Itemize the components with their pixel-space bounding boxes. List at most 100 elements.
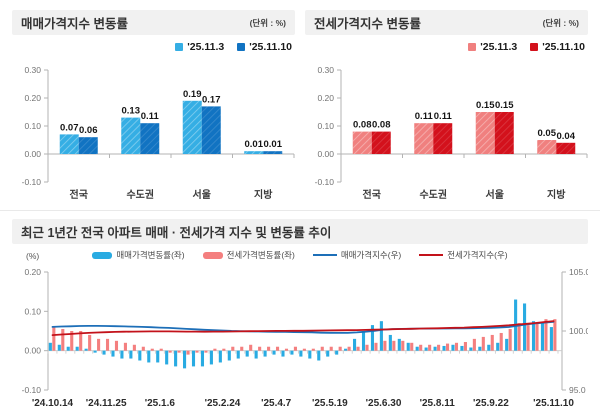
legend-label: 전세가격지수(우) (447, 250, 508, 260)
x-tick-label: '25.1.6 (145, 398, 176, 409)
bar-hatch (371, 131, 391, 154)
bar (141, 346, 145, 351)
bar (290, 350, 294, 355)
bar-value-label: 0.11 (415, 111, 434, 122)
bar (147, 350, 151, 363)
trend-chart-title: 최근 1년간 전국 아파트 매매 · 전세가격 지수 및 변동률 추이 (21, 226, 332, 240)
x-tick-label: '25.5.19 (312, 398, 348, 409)
bar (84, 348, 88, 351)
bar (231, 346, 235, 351)
bar-value-label: 0.01 (245, 139, 264, 150)
bar-value-label: 0.11 (434, 111, 453, 122)
bar-value-label: 0.15 (476, 100, 495, 111)
legend-label: 전세가격변동률(좌) (226, 250, 295, 260)
bar (415, 346, 419, 351)
bar (120, 350, 124, 359)
bar (174, 350, 178, 367)
bar (531, 321, 536, 351)
bar-legend-swatch-icon (237, 43, 246, 51)
legend-label: '25.11.3 (187, 41, 225, 53)
y-tick-label: 0.00 (317, 149, 334, 159)
y-tick-label: -0.10 (315, 177, 335, 187)
bar (388, 334, 392, 351)
bar-hatch (414, 123, 434, 154)
bar-value-label: 0.15 (495, 100, 514, 111)
bar (540, 323, 545, 351)
left-tick-label: -0.10 (22, 385, 42, 395)
bar (75, 346, 79, 351)
bar (469, 347, 473, 351)
bar (258, 346, 262, 351)
bar-hatch (78, 137, 98, 154)
bar (353, 338, 357, 351)
bar-hatch (201, 106, 221, 154)
bar-value-label: 0.08 (353, 120, 372, 131)
bar-hatch (494, 112, 514, 154)
left-tick-label: 0.00 (24, 346, 41, 356)
legend-item: 전세가격지수(우) (419, 249, 508, 261)
legend-item: '25.11.10 (530, 41, 585, 53)
x-axis (47, 350, 562, 354)
bar-hatch (59, 134, 79, 154)
bar (254, 350, 258, 359)
left-tick-label: 0.20 (24, 267, 41, 277)
bar (535, 323, 539, 351)
bar (236, 350, 240, 359)
x-tick-label: '24.11.25 (86, 398, 127, 409)
bar (195, 350, 199, 353)
bar-value-label: 0.13 (122, 106, 141, 117)
bar (132, 344, 136, 351)
category-label: 지방 (547, 188, 566, 201)
sale-chart-unit-label: (단위 : %) (249, 17, 286, 28)
bar-legend-swatch-icon (530, 43, 539, 51)
bar (451, 344, 455, 351)
bar (481, 336, 485, 351)
bar (374, 342, 378, 351)
bar-value-label: 0.05 (538, 128, 557, 139)
bar (311, 348, 315, 351)
bar-hatch (475, 112, 495, 154)
sale-chart-legend: '25.11.3 '25.11.10 (12, 41, 292, 53)
bar (272, 350, 276, 355)
bar (114, 340, 119, 351)
bar (177, 350, 181, 353)
sale-change-bars (48, 299, 553, 369)
bar (168, 350, 172, 353)
bar (105, 338, 110, 351)
bar (150, 348, 154, 351)
right-tick-label: 95.0 (569, 385, 586, 395)
bar (209, 350, 213, 365)
legend-label: 매매가격변동률(좌) (116, 250, 185, 260)
bar-hatch (352, 131, 372, 154)
x-tick-label: '25.11.10 (533, 398, 574, 409)
bar (93, 350, 97, 353)
right-axis (561, 271, 566, 391)
bar-hatch (121, 117, 141, 154)
sale-chart-title: 매매가격지수 변동률 (21, 17, 128, 31)
right-tick-label: 100.0 (569, 326, 588, 336)
bar (526, 325, 530, 351)
bar (490, 334, 494, 351)
bar-value-label: 0.04 (557, 131, 576, 142)
category-label: 수도권 (126, 189, 154, 201)
bar (347, 346, 351, 351)
trend-left-axis-unit: (%) (26, 251, 40, 261)
jeonse-index-line (51, 320, 555, 336)
bar (227, 350, 231, 361)
bar (499, 332, 503, 351)
y-tick-label: 0.10 (317, 121, 334, 131)
bar-hatch (182, 100, 202, 154)
bar-hatch (263, 151, 283, 154)
bar (52, 327, 56, 351)
bar-hatch (140, 123, 160, 154)
bar (361, 331, 366, 351)
bar-hatch (433, 123, 453, 154)
bar (454, 342, 459, 351)
category-label: 지방 (254, 188, 273, 201)
category-label: 수도권 (419, 189, 447, 201)
trend-combo-chart: 0.20 0.10 0.00 -0.10 105.0 100.0 95.0 '24.10.14… (22, 267, 588, 409)
bar (281, 350, 285, 357)
bar (437, 344, 441, 351)
bar-value-label: 0.11 (141, 111, 160, 122)
